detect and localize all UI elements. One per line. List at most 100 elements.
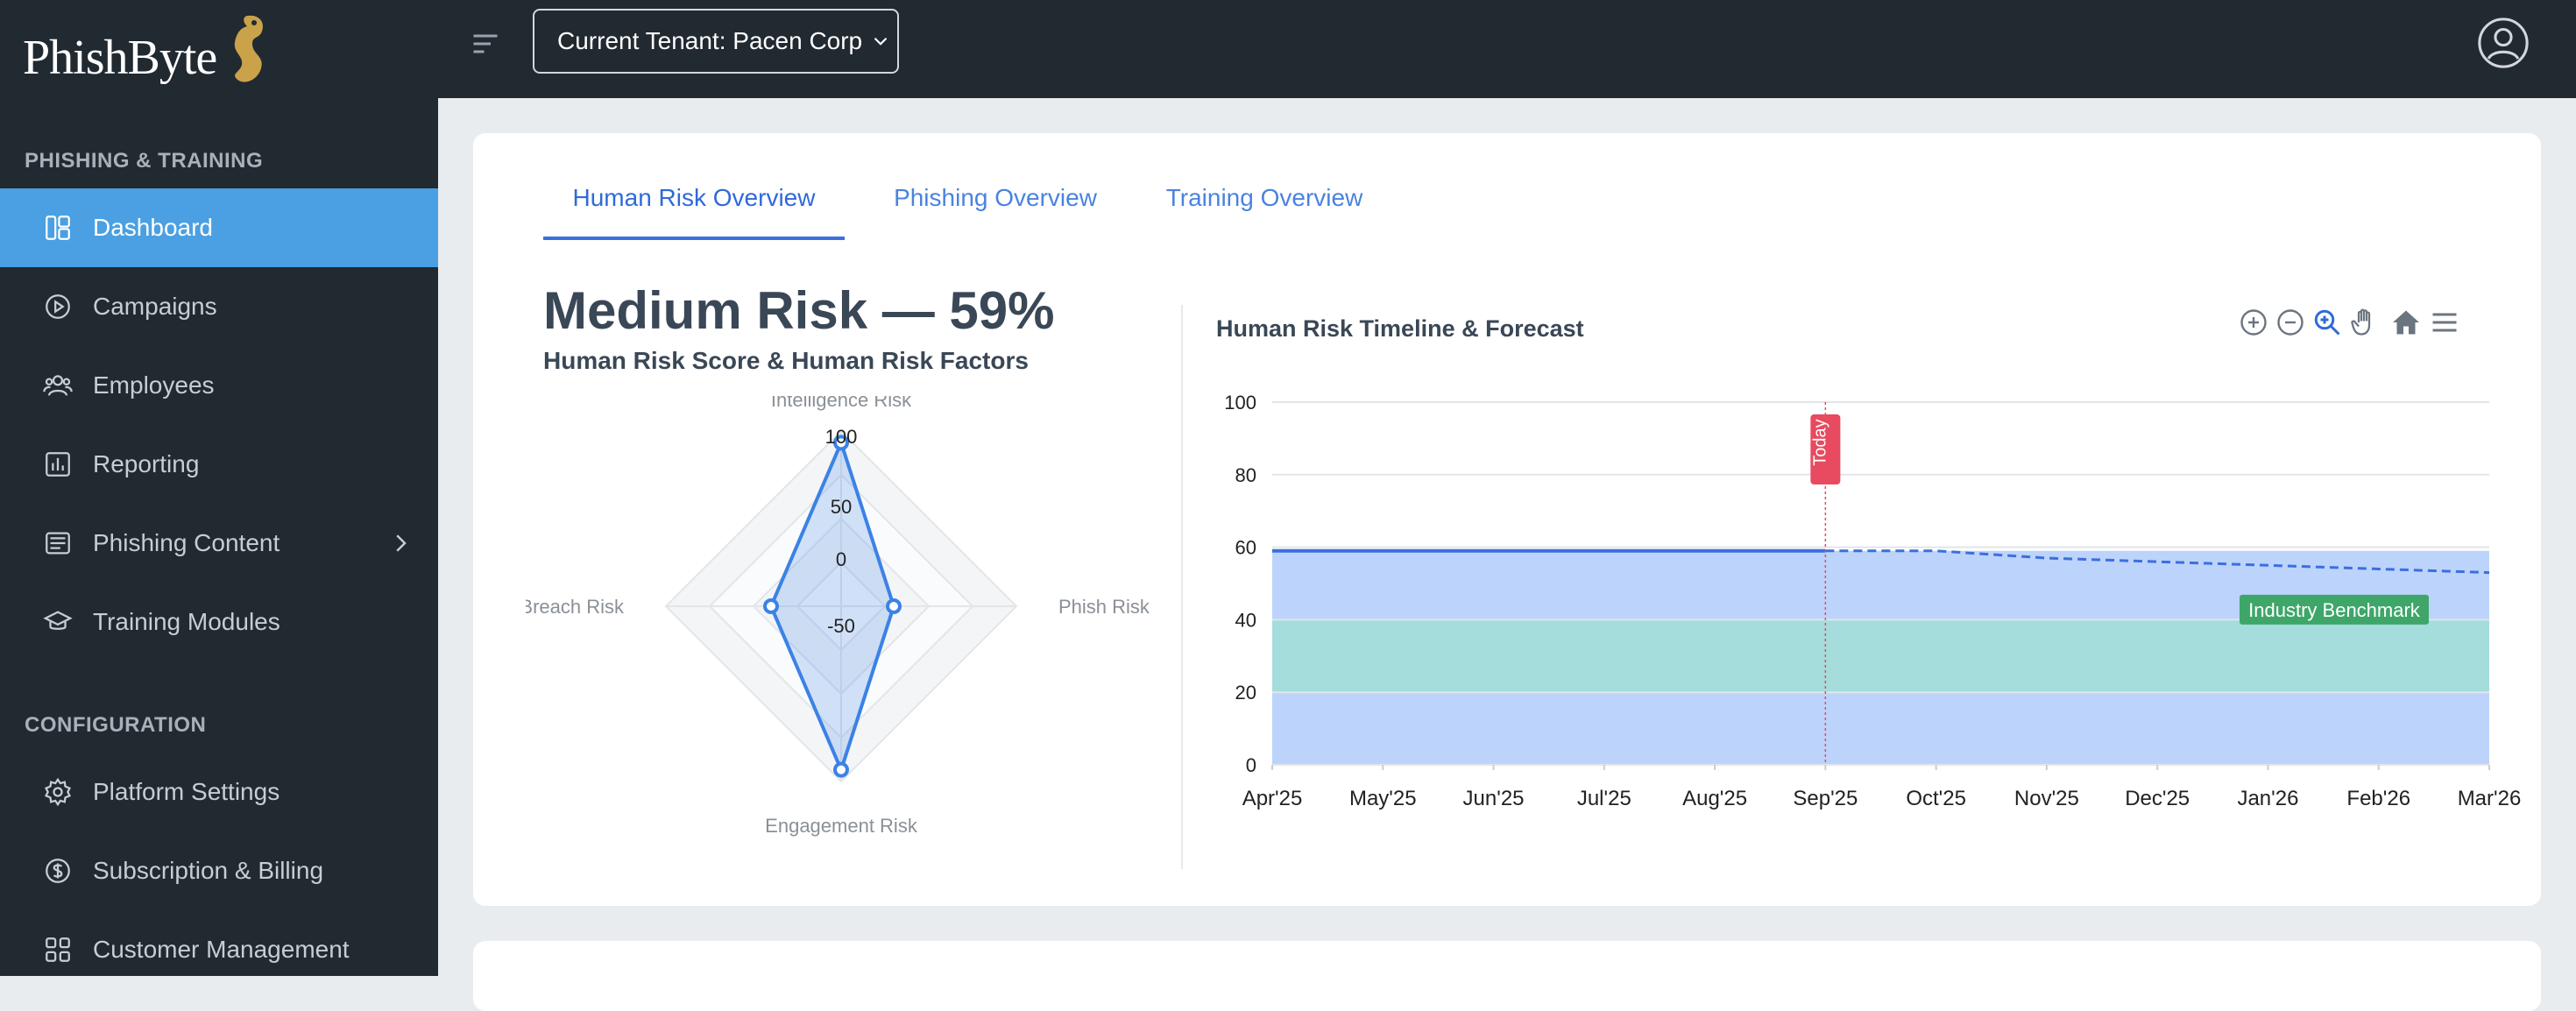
sidebar-item-label: Campaigns bbox=[93, 293, 217, 320]
x-tick-label: Feb'26 bbox=[2346, 787, 2410, 810]
x-tick-label: Oct'25 bbox=[1906, 787, 1966, 810]
sidebar-item-employees[interactable]: Employees bbox=[0, 346, 438, 425]
dollar-circle-icon bbox=[42, 855, 74, 887]
sidebar-item-campaigns[interactable]: Campaigns bbox=[0, 267, 438, 346]
radar-axis-label: Engagement Risk bbox=[765, 815, 918, 837]
sidebar-item-label: Reporting bbox=[93, 450, 200, 477]
x-tick-label: Jan'26 bbox=[2237, 787, 2298, 810]
today-marker-label: Today bbox=[1810, 419, 1829, 465]
radar-point bbox=[763, 598, 779, 614]
tab-human-risk-overview[interactable]: Human Risk Overview bbox=[543, 184, 845, 240]
x-tick-label: Nov'25 bbox=[2014, 787, 2079, 810]
sidebar-item-dashboard[interactable]: Dashboard bbox=[0, 188, 438, 267]
y-tick-label: 60 bbox=[1235, 537, 1256, 559]
y-tick-label: 100 bbox=[1224, 392, 1256, 414]
dashboard-icon bbox=[42, 212, 74, 244]
sidebar-item-subscription-billing[interactable]: Subscription & Billing bbox=[0, 831, 438, 910]
logo-text: PhishByte bbox=[23, 31, 217, 85]
radar-axis-label: Intelligence Risk bbox=[771, 396, 912, 411]
seahorse-icon bbox=[234, 15, 264, 82]
bar-chart-icon bbox=[42, 449, 74, 480]
zoom-out-button[interactable] bbox=[2275, 307, 2310, 342]
gear-icon bbox=[42, 776, 74, 808]
y-tick-label: 40 bbox=[1235, 609, 1256, 631]
menu-icon bbox=[2432, 313, 2457, 332]
home-icon bbox=[2393, 310, 2419, 335]
top-bar: Current Tenant: Pacen Corp bbox=[438, 0, 2576, 98]
x-tick-label: May'25 bbox=[1349, 787, 1417, 810]
x-tick-label: Jul'25 bbox=[1577, 787, 1631, 810]
graduation-cap-icon bbox=[42, 606, 74, 638]
x-tick-label: Jun'25 bbox=[1463, 787, 1525, 810]
x-tick-label: Mar'26 bbox=[2458, 787, 2522, 810]
y-tick-label: 20 bbox=[1235, 682, 1256, 703]
sidebar-item-training-modules[interactable]: Training Modules bbox=[0, 583, 438, 661]
radar-tick-label: -50 bbox=[827, 615, 855, 637]
risk-factors-radar-chart: 100 50 0 -50 Intelligence Risk Phish Risk Enga… bbox=[526, 396, 1150, 837]
section-title-configuration: CONFIGURATION bbox=[25, 713, 207, 737]
chart-toolbar bbox=[1358, 307, 2488, 345]
tab-phishing-overview[interactable]: Phishing Overview bbox=[894, 184, 1097, 211]
risk-score-subtitle: Human Risk Score & Human Risk Factors bbox=[543, 347, 1029, 374]
phishbyte-logo[interactable]: PhishByte bbox=[23, 11, 268, 95]
sidebar-item-label: Dashboard bbox=[93, 214, 213, 241]
tab-training-overview[interactable]: Training Overview bbox=[1165, 184, 1363, 211]
radar-tick-label: 100 bbox=[825, 426, 858, 448]
tenant-select-label: Current Tenant: Pacen Corp bbox=[557, 27, 863, 54]
dashboard-card: Human Risk Overview Phishing Overview Tr… bbox=[473, 133, 2541, 906]
industry-benchmark-label: Industry Benchmark bbox=[2248, 599, 2421, 621]
sidebar: PhishByte PHISHING & TRAINING Dashboard … bbox=[0, 0, 438, 976]
risk-band bbox=[1272, 692, 2489, 765]
grid-icon bbox=[42, 934, 74, 965]
chevron-right-icon bbox=[396, 534, 407, 552]
chart-menu-button[interactable] bbox=[2429, 307, 2464, 342]
pan-button[interactable] bbox=[2348, 307, 2383, 342]
x-tick-label: Aug'25 bbox=[1682, 787, 1747, 810]
zoom-out-icon bbox=[2277, 309, 2304, 336]
sidebar-item-label: Customer Management bbox=[93, 936, 350, 963]
industry-benchmark-badge bbox=[2240, 594, 2429, 625]
radar-axis-label: Phish Risk bbox=[1058, 596, 1150, 618]
y-tick-label: 0 bbox=[1246, 754, 1256, 776]
zoom-in-button[interactable] bbox=[2238, 307, 2273, 342]
sidebar-item-label: Training Modules bbox=[93, 608, 280, 635]
forecast-line bbox=[1825, 549, 2490, 575]
sidebar-item-phishing-content[interactable]: Phishing Content bbox=[0, 504, 438, 583]
selection-zoom-button[interactable] bbox=[2311, 307, 2346, 342]
risk-timeline-chart: 0 20 40 60 80 100 Apr'25 May'25 Jun'25 Jul'25 Aug'… bbox=[1224, 392, 2522, 810]
users-icon bbox=[42, 370, 74, 401]
menu-toggle-icon[interactable] bbox=[470, 28, 501, 60]
sidebar-item-label: Platform Settings bbox=[93, 778, 280, 805]
x-tick-label: Apr'25 bbox=[1242, 787, 1303, 810]
play-circle-icon bbox=[42, 291, 74, 322]
sidebar-item-label: Subscription & Billing bbox=[93, 857, 324, 884]
radar-point bbox=[833, 761, 849, 778]
today-marker-badge bbox=[1810, 414, 1841, 484]
divider bbox=[1181, 305, 1183, 869]
timeline-chart-title: Human Risk Timeline & Forecast bbox=[1216, 315, 1584, 342]
sidebar-item-label: Employees bbox=[93, 371, 215, 399]
radar-tick-label: 0 bbox=[836, 548, 846, 570]
x-tick-label: Sep'25 bbox=[1793, 787, 1858, 810]
y-tick-label: 80 bbox=[1235, 464, 1256, 486]
radar-axis-label: Breach Risk bbox=[526, 596, 625, 618]
reset-zoom-button[interactable] bbox=[2390, 307, 2425, 342]
radar-point bbox=[886, 598, 902, 614]
sidebar-item-customer-management[interactable]: Customer Management bbox=[0, 910, 438, 989]
zoom-in-icon bbox=[2240, 309, 2267, 336]
magnifier-icon bbox=[2314, 309, 2340, 336]
hand-icon bbox=[2351, 308, 2371, 336]
x-tick-label: Dec'25 bbox=[2125, 787, 2190, 810]
secondary-card bbox=[473, 941, 2541, 1011]
mail-stack-icon bbox=[42, 527, 74, 559]
chevron-down-icon bbox=[874, 37, 888, 46]
sidebar-item-platform-settings[interactable]: Platform Settings bbox=[0, 753, 438, 831]
tenant-select[interactable]: Current Tenant: Pacen Corp bbox=[533, 9, 899, 74]
risk-score-title: Medium Risk — 59% bbox=[543, 281, 1055, 340]
risk-band bbox=[1272, 619, 2489, 693]
section-title-phishing-training: PHISHING & TRAINING bbox=[25, 149, 264, 173]
sidebar-item-reporting[interactable]: Reporting bbox=[0, 425, 438, 504]
user-avatar-icon[interactable] bbox=[2476, 16, 2530, 70]
radar-point bbox=[833, 435, 849, 451]
sidebar-item-label: Phishing Content bbox=[93, 529, 280, 556]
